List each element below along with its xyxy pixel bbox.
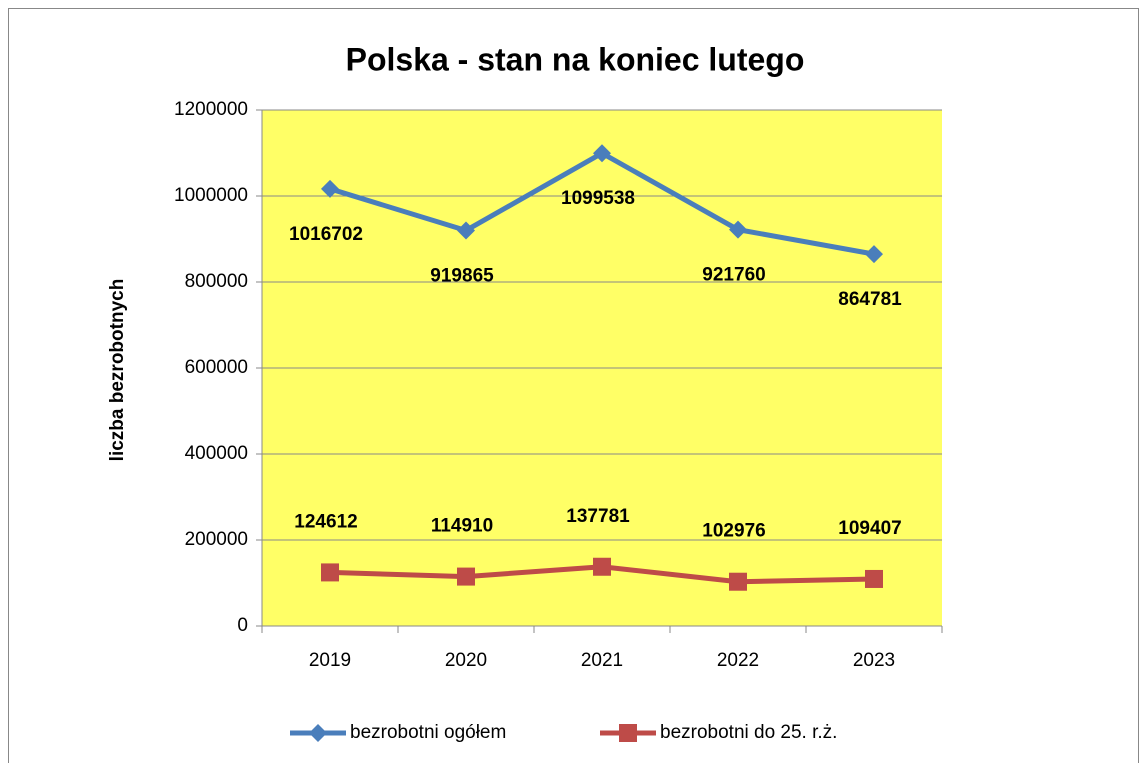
data-label: 921760	[702, 265, 765, 286]
y-tick-label: 0	[237, 615, 248, 636]
point-marker	[321, 563, 339, 582]
data-label: 137781	[566, 506, 630, 527]
data-label: 114910	[431, 516, 493, 537]
x-tick-label: 2022	[717, 650, 759, 671]
data-label: 109407	[838, 518, 901, 539]
point-marker	[729, 572, 747, 591]
y-tick-label: 1000000	[174, 185, 248, 206]
point-marker	[865, 245, 883, 264]
y-tick-label: 800000	[185, 271, 248, 292]
y-tick-label: 200000	[185, 529, 248, 550]
data-label: 919865	[430, 265, 494, 286]
point-marker	[457, 567, 475, 586]
legend-label: bezrobotni ogółem	[350, 722, 506, 743]
data-label: 864781	[838, 289, 902, 310]
x-tick-label: 2023	[853, 650, 895, 671]
y-tick-label: 1200000	[174, 99, 248, 120]
point-marker	[593, 144, 611, 163]
x-tick-label: 2020	[445, 650, 487, 671]
chart-title: Polska - stan na koniec lutego	[346, 41, 805, 77]
point-marker	[729, 220, 747, 239]
data-label: 1016702	[289, 224, 363, 245]
legend-marker	[619, 724, 637, 742]
y-tick-label: 400000	[185, 443, 248, 464]
point-marker	[457, 221, 475, 240]
data-label: 124612	[294, 511, 357, 532]
x-tick-label: 2019	[309, 650, 351, 671]
x-tick-label: 2021	[581, 650, 623, 671]
data-label: 1099538	[561, 188, 635, 209]
legend-label: bezrobotni do 25. r.ż.	[660, 722, 837, 743]
point-marker	[321, 179, 339, 198]
y-tick-label: 600000	[185, 357, 248, 378]
y-axis-title: liczba bezrobotnych	[107, 279, 128, 462]
legend-marker	[309, 724, 327, 742]
data-label: 102976	[702, 521, 765, 542]
point-marker	[865, 569, 883, 588]
point-marker	[593, 557, 611, 576]
